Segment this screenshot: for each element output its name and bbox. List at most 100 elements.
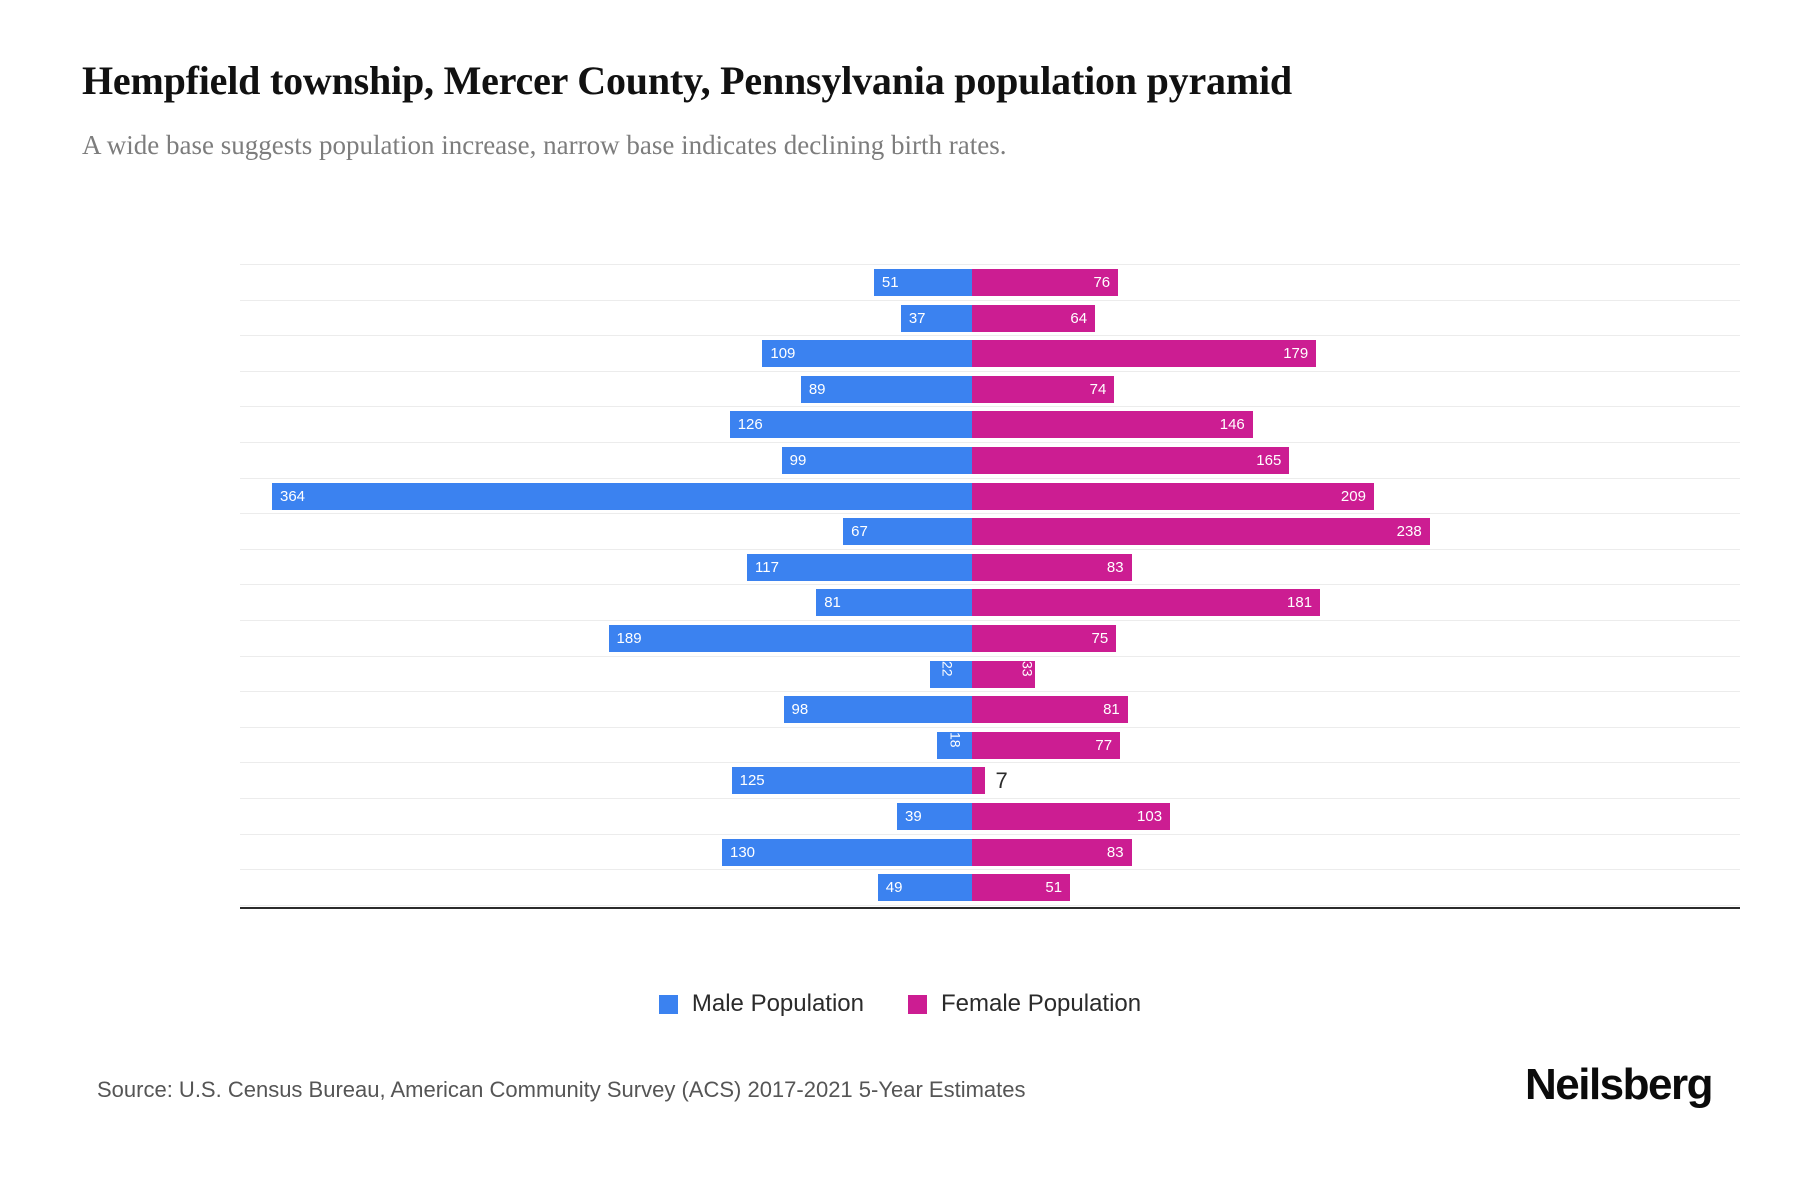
- bar-value-label-female: 209: [1340, 487, 1366, 505]
- bar-value-label-female: 51: [1045, 879, 1063, 897]
- bar-female[interactable]: [972, 731, 1121, 759]
- legend-label-male: Male Population: [691, 990, 864, 1017]
- gridline: [240, 726, 1740, 728]
- bar-value-label-female: 76: [1093, 274, 1111, 291]
- gridline: [240, 869, 1740, 871]
- bar-value-label-male: 364: [280, 487, 306, 505]
- bar-value-label-male: 51: [881, 274, 899, 291]
- bar-value-label-male: 22: [939, 660, 956, 677]
- bar-female[interactable]: [972, 874, 1071, 902]
- bar-male[interactable]: [929, 660, 972, 688]
- gridline: [240, 619, 1740, 621]
- gridline: [240, 299, 1740, 301]
- bar-female[interactable]: [972, 411, 1253, 439]
- bar-male[interactable]: [272, 482, 972, 510]
- bar-male[interactable]: [731, 767, 972, 795]
- bar-female[interactable]: [972, 802, 1171, 830]
- bar-value-label-male: 99: [789, 451, 807, 469]
- bar-value-label-female: 83: [1106, 558, 1124, 576]
- bar-value-label-male: 130: [730, 843, 756, 861]
- bar-value-label-female: 77: [1095, 736, 1113, 754]
- bar-male[interactable]: [873, 269, 972, 296]
- bar-female[interactable]: [972, 482, 1374, 510]
- gridline: [240, 477, 1740, 479]
- bar-female[interactable]: [972, 696, 1128, 724]
- bar-male[interactable]: [843, 518, 972, 546]
- gridline: [240, 691, 1740, 693]
- gridline: [240, 904, 1740, 906]
- bar-male[interactable]: [729, 411, 972, 439]
- bar-male[interactable]: [800, 375, 972, 403]
- gridline: [240, 513, 1740, 515]
- bar-value-label-female: 74: [1089, 380, 1107, 398]
- bar-value-label-female: 238: [1396, 523, 1422, 541]
- gridline: [240, 762, 1740, 764]
- bar-value-label-female: 103: [1137, 807, 1163, 825]
- bar-male[interactable]: [783, 696, 972, 724]
- gridline: [240, 797, 1740, 799]
- gridline: [240, 335, 1740, 337]
- legend-label-female: Female Population: [941, 990, 1142, 1017]
- bar-female[interactable]: [972, 767, 986, 795]
- gridline: [240, 548, 1740, 550]
- axis-baseline: [240, 906, 1740, 909]
- page-title: Hempfield township, Mercer County, Penns…: [82, 58, 1292, 103]
- bar-female[interactable]: [972, 269, 1119, 296]
- bar-male[interactable]: [722, 838, 972, 866]
- brand-logo: Neilsberg: [1524, 1060, 1714, 1109]
- bar-male[interactable]: [877, 874, 972, 902]
- bar-male[interactable]: [762, 340, 972, 368]
- bar-male[interactable]: [747, 553, 972, 581]
- bar-female[interactable]: [972, 624, 1117, 652]
- bar-female[interactable]: [972, 446, 1290, 474]
- bar-value-label-male: 189: [616, 629, 642, 647]
- bar-value-label-male: 98: [791, 701, 809, 719]
- gridline: [240, 264, 1740, 265]
- bar-female[interactable]: [972, 304, 1096, 332]
- bar-male[interactable]: [608, 624, 972, 652]
- bar-male[interactable]: [900, 304, 972, 332]
- bar-male[interactable]: [781, 446, 972, 474]
- bar-value-label-male: 81: [824, 594, 841, 612]
- gridline: [240, 584, 1740, 586]
- bar-value-label-female: 64: [1070, 309, 1088, 327]
- bar-female[interactable]: [972, 838, 1132, 866]
- bar-female[interactable]: [972, 589, 1321, 617]
- bar-value-label-female: 83: [1106, 843, 1124, 861]
- page-subtitle: A wide base suggests population increase…: [82, 130, 1007, 160]
- bar-value-label-male: 109: [770, 345, 796, 363]
- bar-value-label-female: 179: [1283, 345, 1309, 363]
- bar-value-label-male: 67: [851, 523, 868, 541]
- bar-female[interactable]: [972, 340, 1317, 368]
- bar-value-label-female: 33: [1019, 660, 1036, 677]
- source-note: Source: U.S. Census Bureau, American Com…: [97, 1077, 1026, 1102]
- gridline: [240, 655, 1740, 657]
- bar-value-label-female: 75: [1091, 629, 1109, 647]
- bar-value-label-male: 49: [885, 879, 903, 897]
- gridline: [240, 833, 1740, 835]
- bar-female[interactable]: [972, 660, 1036, 688]
- gridline: [240, 370, 1740, 372]
- bar-value-label-male: 89: [808, 380, 826, 398]
- bar-female[interactable]: [972, 518, 1430, 546]
- chart-legend: Male Population Female Population: [0, 990, 1800, 1018]
- bar-value-label-female: 7: [995, 768, 1008, 794]
- bar-female[interactable]: [972, 375, 1115, 403]
- bar-male[interactable]: [897, 802, 972, 830]
- bar-value-label-female: 81: [1103, 701, 1120, 719]
- bar-value-label-female: 181: [1287, 594, 1313, 612]
- legend-swatch-female-icon: [908, 994, 927, 1014]
- legend-item-male[interactable]: Male Population: [658, 990, 864, 1018]
- bar-value-label-male: 126: [737, 416, 763, 434]
- bar-value-label-male: 37: [908, 309, 926, 327]
- bar-male[interactable]: [816, 589, 972, 617]
- bar-value-label-female: 165: [1256, 451, 1282, 469]
- legend-swatch-male-icon: [658, 994, 678, 1014]
- bar-value-label-male: 125: [739, 772, 765, 790]
- bar-male[interactable]: [937, 731, 972, 759]
- bar-female[interactable]: [972, 553, 1132, 581]
- gridline: [240, 441, 1740, 443]
- legend-item-female[interactable]: Female Population: [908, 990, 1141, 1018]
